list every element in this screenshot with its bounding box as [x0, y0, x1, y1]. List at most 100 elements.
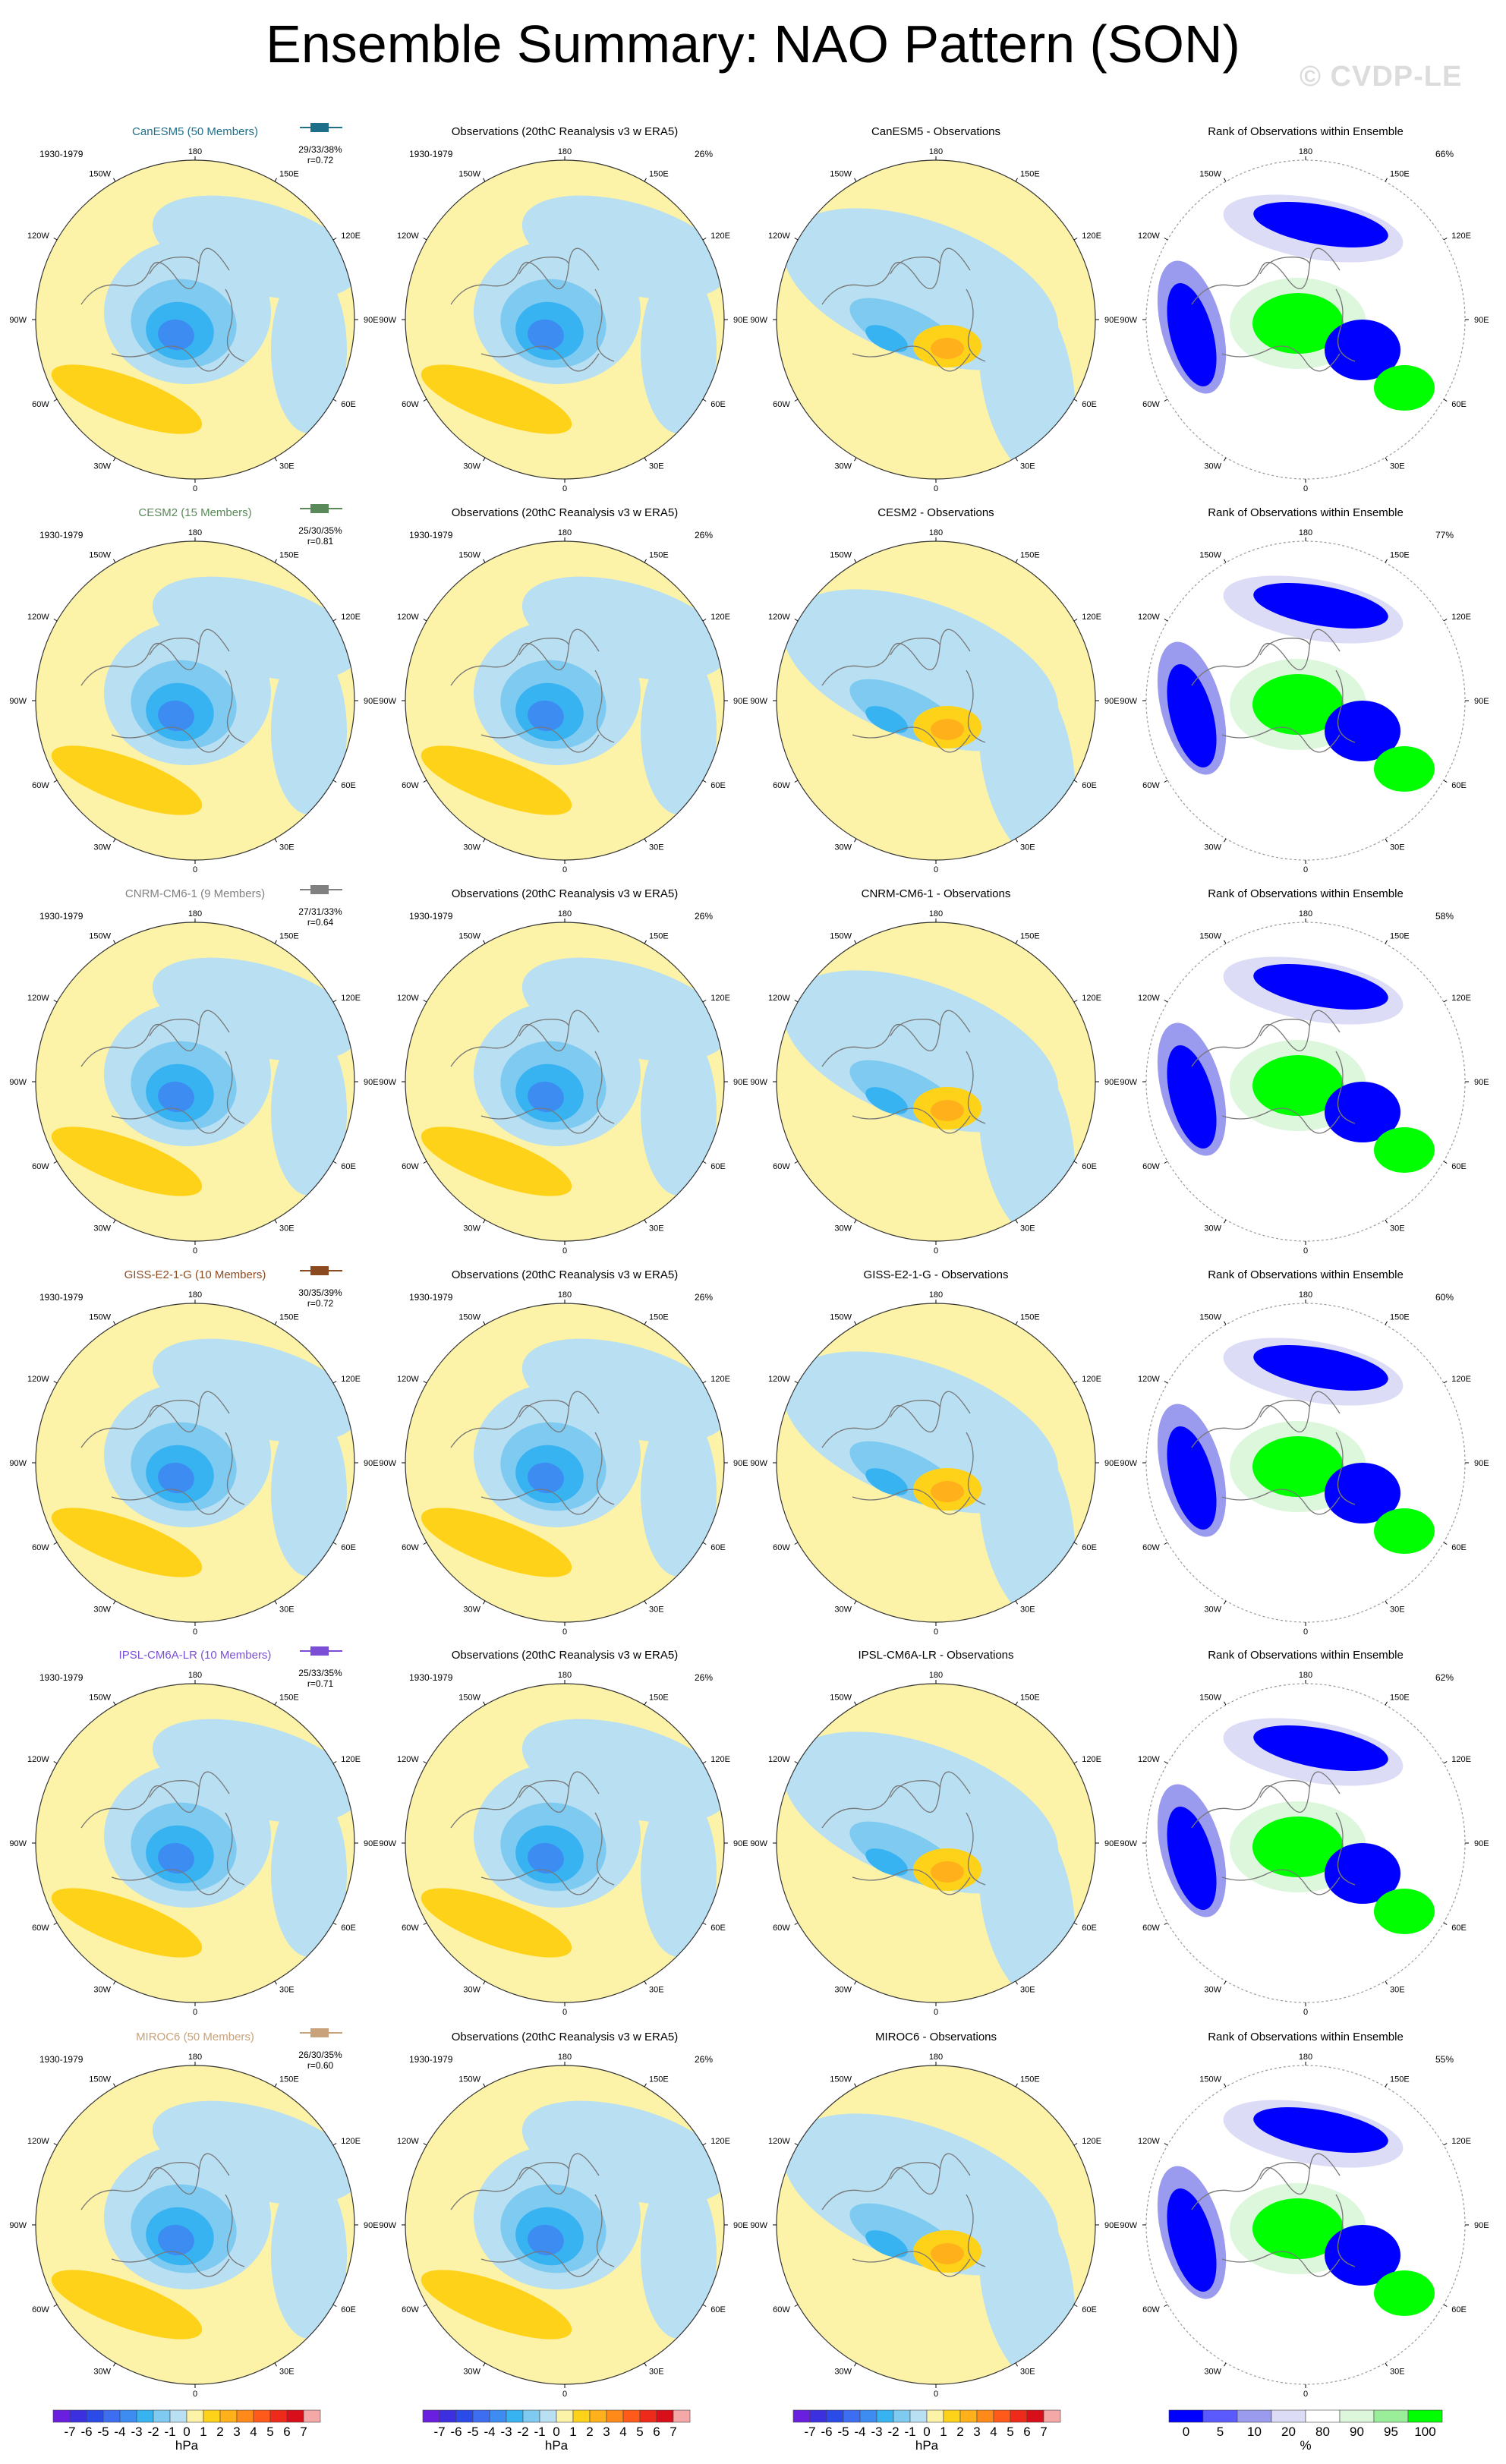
- colorbar-tick: 2: [956, 2425, 963, 2439]
- lon-label: 150W: [1199, 1694, 1221, 1703]
- colorbar-unit: hPa: [915, 2438, 939, 2453]
- rank-percent: 66%: [1435, 149, 1454, 159]
- lon-label: 150E: [1390, 932, 1410, 941]
- rank-highest: [1252, 293, 1344, 354]
- model-title: CESM2 (15 Members): [138, 506, 251, 519]
- lon-label: 0: [934, 1246, 938, 1256]
- colorbar-tick: -6: [450, 2425, 462, 2439]
- period-label: 1930-1979: [39, 2054, 83, 2065]
- lon-label: 120W: [397, 613, 419, 622]
- lon-label: 90W: [379, 1459, 396, 1468]
- map-field: [777, 1303, 1095, 1622]
- model-stats: 30/35/39%: [298, 1287, 342, 1298]
- lon-label: 150E: [649, 551, 669, 560]
- obs-percent: 26%: [695, 911, 713, 922]
- colorbar-swatch: [993, 2409, 1011, 2423]
- lon-label: 30E: [649, 1985, 664, 1994]
- lon-label: 60W: [1142, 1162, 1160, 1171]
- lon-label: 60E: [341, 400, 356, 409]
- lon-label: 30W: [834, 1224, 852, 1233]
- lon-tick: [794, 1381, 799, 1384]
- lon-label: 30E: [1390, 843, 1405, 852]
- coastline: [80, 1010, 245, 1134]
- lon-tick: [1015, 1701, 1018, 1706]
- coastline: [450, 2153, 615, 2277]
- field-positive-contour: [51, 2270, 203, 2340]
- colorbar-swatch: [1026, 2409, 1044, 2423]
- lon-tick: [1164, 1922, 1168, 1925]
- lon-label: 0: [193, 1627, 197, 1637]
- field-positive-contour: [931, 1861, 964, 1883]
- lon-label: 60W: [32, 400, 49, 409]
- lon-tick: [854, 1219, 857, 1224]
- lon-tick: [702, 1161, 707, 1164]
- lon-label: 150E: [279, 932, 299, 941]
- diff-title: CESM2 - Observations: [877, 506, 994, 519]
- rank-lowest: [1253, 964, 1388, 1010]
- colorbar-swatch: [1407, 2409, 1443, 2423]
- diff-title: IPSL-CM6A-LR - Observations: [858, 1649, 1013, 1662]
- lon-label: 120E: [1451, 613, 1471, 622]
- lon-tick: [1385, 1701, 1388, 1706]
- lon-tick: [1224, 1219, 1227, 1224]
- obs-title: Observations (20thC Reanalysis v3 w ERA5…: [452, 125, 678, 138]
- rank-lowest: [1253, 1725, 1388, 1771]
- lon-tick: [702, 1761, 707, 1764]
- lon-label: 150W: [830, 932, 852, 941]
- lon-tick: [274, 1321, 277, 1325]
- rank-highest: [1252, 1816, 1344, 1877]
- colorbar-pressure-3: -7 -6 -5 -4 -3 -2 -1 0 1 2 3 4 5 6 7 hPa: [792, 2409, 1061, 2453]
- field-negative: [271, 1029, 347, 1196]
- field-negative: [978, 1426, 1076, 1621]
- period-label: 1930-1979: [39, 911, 83, 922]
- lon-tick: [483, 559, 486, 563]
- lon-label: 30E: [1020, 462, 1035, 471]
- lon-label: 120E: [710, 2137, 730, 2146]
- colorbar-tick: 7: [300, 2425, 307, 2439]
- lon-label: 180: [188, 147, 202, 156]
- panel-observations: Observations (20thC Reanalysis v3 w ERA5…: [379, 506, 748, 874]
- rank-highest: [1252, 674, 1344, 735]
- model-stats: 27/31/33%: [298, 906, 342, 917]
- lon-tick: [1443, 780, 1448, 783]
- lon-tick: [1164, 1381, 1168, 1384]
- lon-label: 120E: [710, 232, 730, 241]
- model-stats: 29/33/38%: [298, 144, 342, 155]
- panel-rank: Rank of Observations within Ensemble 58% 1…: [1120, 887, 1489, 1256]
- period-label: 1930-1979: [409, 911, 453, 922]
- lon-label: 30W: [834, 1605, 852, 1614]
- lon-tick: [483, 1980, 486, 1985]
- lon-label: 150W: [458, 2075, 480, 2084]
- lon-label: 60E: [710, 1162, 726, 1171]
- rank-highest: [1374, 1508, 1435, 1554]
- lon-tick: [483, 2083, 486, 2087]
- lon-label: 90E: [733, 1839, 748, 1848]
- colorbar-tick: -4: [114, 2425, 125, 2439]
- lon-tick: [794, 1922, 799, 1925]
- lon-tick: [644, 838, 647, 843]
- lon-label: 90E: [1104, 316, 1120, 325]
- lon-label: 60E: [1451, 1543, 1467, 1552]
- panel-observations: Observations (20thC Reanalysis v3 w ERA5…: [379, 1268, 748, 1637]
- lon-label: 120W: [1138, 232, 1160, 241]
- panel-model-mean: CNRM-CM6-1 (9 Members) 1930-1979 27/31/33%…: [9, 885, 379, 1256]
- colorbar-swatch: [1271, 2409, 1306, 2423]
- colorbar-swatch: [639, 2409, 657, 2423]
- lon-label: 90E: [733, 697, 748, 706]
- panel-model-mean: GISS-E2-1-G (10 Members) 1930-1979 30/35/3…: [9, 1266, 379, 1637]
- page-title: Ensemble Summary: NAO Pattern (SON): [266, 14, 1240, 74]
- colorbar-swatch: [622, 2409, 641, 2423]
- lon-tick: [1385, 1600, 1388, 1605]
- field-positive-contour: [421, 1126, 572, 1196]
- colorbar-swatch: [286, 2409, 304, 2423]
- period-label: 1930-1979: [409, 2054, 453, 2065]
- lon-label: 90E: [364, 697, 379, 706]
- rank-lowest: [1253, 1345, 1388, 1391]
- map-field: [777, 1684, 1095, 2002]
- lon-label: 60W: [402, 400, 419, 409]
- lon-label: 150W: [1199, 551, 1221, 560]
- model-title: GISS-E2-1-G (10 Members): [124, 1268, 266, 1281]
- lon-tick: [702, 2143, 707, 2146]
- lon-label: 90E: [1104, 697, 1120, 706]
- lon-tick: [1073, 399, 1078, 402]
